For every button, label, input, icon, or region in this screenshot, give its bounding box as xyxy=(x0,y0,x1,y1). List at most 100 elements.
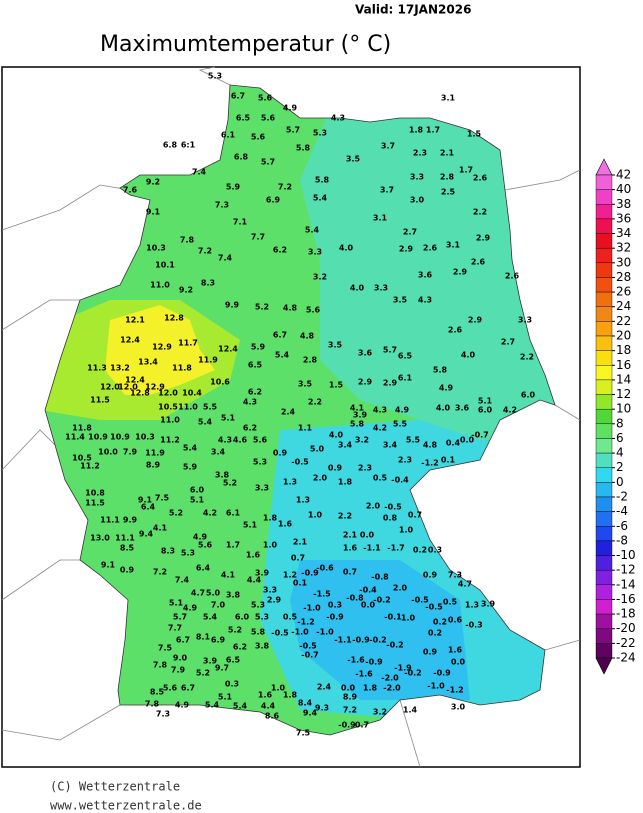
station-value: 9.0 xyxy=(173,654,188,663)
station-value: 6.0 xyxy=(478,406,493,415)
station-value: 12.8 xyxy=(130,389,150,398)
station-value: 5.4 xyxy=(205,701,220,710)
station-value: 7.8 xyxy=(153,661,168,670)
neighbour-borders xyxy=(1,66,581,768)
station-value: 3.9 xyxy=(353,411,368,420)
station-value: 6.9 xyxy=(211,636,226,645)
station-value: 10.3 xyxy=(135,433,155,442)
station-value: 8.9 xyxy=(146,461,161,470)
station-value: 11.8 xyxy=(72,424,92,433)
station-value: 4.9 xyxy=(439,384,454,393)
colorbar-label: -12 xyxy=(616,563,636,577)
colorbar-label: -24 xyxy=(616,651,636,665)
station-value: 1.8 xyxy=(363,684,378,693)
station-value: 6.8 xyxy=(163,141,178,150)
station-value: 5.2 xyxy=(255,303,269,312)
station-value: 6.0 xyxy=(521,391,536,400)
station-value: 0.0 xyxy=(360,531,375,540)
station-value: 9.4 xyxy=(303,709,318,718)
station-value: 6.9 xyxy=(266,196,281,205)
station-value: 4.3 xyxy=(218,436,232,445)
colorbar-label: -18 xyxy=(616,607,636,621)
colorbar-segment xyxy=(595,189,613,205)
station-value: 2.9 xyxy=(476,234,491,243)
station-value: 3.4 xyxy=(211,448,226,457)
station-value: 0.0 xyxy=(361,601,376,610)
station-value: 5.6 xyxy=(258,94,273,103)
station-value: 3.1 xyxy=(441,94,456,103)
colorbar-label: -8 xyxy=(616,533,628,547)
station-value: 1.6 xyxy=(278,520,293,529)
station-value: 2.9 xyxy=(453,268,468,277)
station-value: 10.9 xyxy=(110,433,130,442)
station-value: -1.1 xyxy=(363,544,381,553)
colorbar-label: 40 xyxy=(616,182,631,196)
station-value: 2.9 xyxy=(468,316,483,325)
border xyxy=(399,699,421,768)
station-value: 0.7 xyxy=(291,554,305,563)
station-value: 11.9 xyxy=(145,449,165,458)
colorbar-label: 42 xyxy=(616,168,631,182)
station-value: 11.1 xyxy=(115,534,135,543)
colorbar-label: 6 xyxy=(616,431,624,445)
station-value: 2.3 xyxy=(413,149,427,158)
station-value: 5.4 xyxy=(233,702,248,711)
station-value: 6.1 xyxy=(226,509,241,518)
station-value: 5.6 xyxy=(198,541,213,550)
station-value: 5.1 xyxy=(218,693,233,702)
station-value: 10.8 xyxy=(85,489,105,498)
station-value: 0.7 xyxy=(355,721,369,730)
colorbar-label: 2 xyxy=(616,460,624,474)
colorbar-segment xyxy=(595,496,613,512)
station-value: 5.6 xyxy=(261,114,276,123)
station-value: 0.1 xyxy=(293,579,308,588)
colorbar-segment xyxy=(595,569,613,586)
station-value: -1.2 xyxy=(446,686,464,695)
station-value: 11.7 xyxy=(178,339,198,348)
border xyxy=(1,429,56,471)
station-value: 4.0 xyxy=(350,284,365,293)
border xyxy=(198,66,231,86)
station-value: 10.4 xyxy=(182,389,202,398)
station-value: 7.9 xyxy=(171,666,186,675)
station-value: 12.8 xyxy=(164,314,184,323)
station-value: 3.0 xyxy=(451,703,466,712)
station-value: 4.2 xyxy=(503,406,517,415)
station-value: 3.0 xyxy=(410,196,425,205)
station-value: 4.4 xyxy=(247,576,262,585)
station-value: 7.8 xyxy=(145,700,160,709)
station-value: 11.0 xyxy=(150,281,170,290)
colorbar-label: 34 xyxy=(616,226,631,240)
station-value: 3.2 xyxy=(355,436,369,445)
colorbar-segment xyxy=(595,306,613,322)
station-value: -0.3 xyxy=(465,621,483,630)
station-value: 5.9 xyxy=(226,183,241,192)
station-value: -0.9 xyxy=(338,721,356,730)
station-value: 5.5 xyxy=(393,420,408,429)
station-value: 2.9 xyxy=(383,379,398,388)
colorbar-label: -22 xyxy=(616,636,636,650)
station-value: -1.2 xyxy=(297,618,315,627)
colorbar-segment xyxy=(595,262,613,278)
colorbar-label: 16 xyxy=(616,358,631,372)
station-value: 0.2 xyxy=(433,618,447,627)
station-value: -0.4 xyxy=(359,586,377,595)
station-layer: 5.36.7 5.64.96.5 5.6 4.33.16.1 5.65.7 5.3 1.8 1… xyxy=(65,72,535,738)
station-value: 0.0 xyxy=(341,684,356,693)
station-value: 7.2 xyxy=(343,706,357,715)
station-value: 11.4 xyxy=(65,433,85,442)
station-value: 1.0 xyxy=(263,541,278,550)
station-value: 2.8 xyxy=(303,356,318,365)
station-value: 7.6 xyxy=(123,186,138,195)
station-value: 11.3 xyxy=(87,364,107,373)
station-value: -0.5 xyxy=(425,603,443,612)
colorbar-segment xyxy=(595,350,613,366)
colorbar-label: -6 xyxy=(616,519,628,533)
station-value: 0.9 xyxy=(273,449,288,458)
colorbar-segment xyxy=(595,555,613,571)
station-value: 4.9 xyxy=(183,604,198,613)
station-value: 6.4 xyxy=(141,503,156,512)
station-value: 8.3 xyxy=(201,279,215,288)
station-value: 2.2 xyxy=(520,353,534,362)
station-value: 4.3 xyxy=(331,114,345,123)
